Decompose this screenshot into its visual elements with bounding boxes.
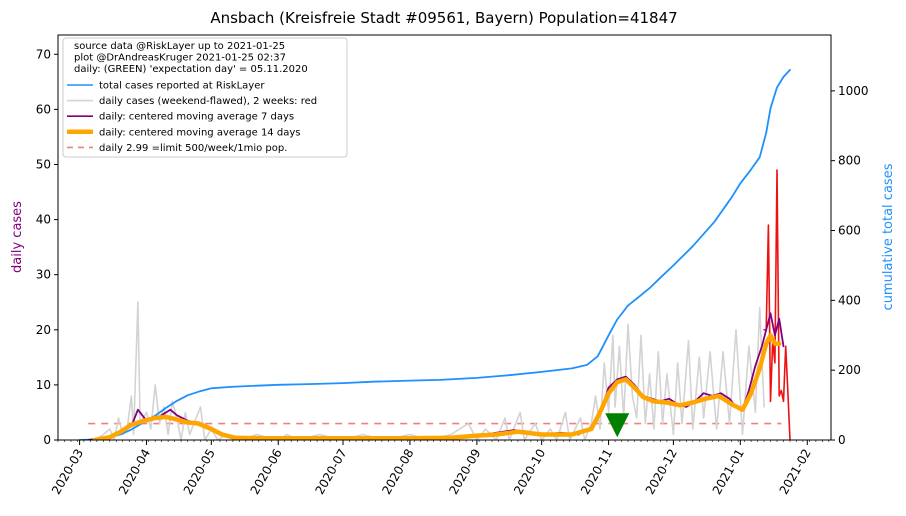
x-tick-label: 2020-04	[116, 447, 153, 497]
left-tick-label: 50	[36, 157, 51, 171]
left-tick-label: 30	[36, 268, 51, 282]
expectation-day-marker	[605, 413, 630, 438]
x-tick-label: 2021-02	[777, 447, 814, 497]
series-line-0	[78, 69, 791, 440]
y-axis-label-right: cumulative total cases	[881, 163, 896, 310]
x-tick-label: 2020-06	[248, 447, 285, 497]
x-tick-label: 2020-03	[49, 447, 86, 497]
legend-header-line: daily: (GREEN) 'expectation day' = 05.11…	[74, 64, 308, 75]
legend-header-line: plot @DrAndreasKruger 2021-01-25 02:37	[74, 53, 286, 64]
series-line-4	[92, 333, 782, 440]
legend-header-line: source data @RiskLayer up to 2021-01-25	[74, 41, 285, 52]
left-tick-label: 20	[36, 323, 51, 337]
x-tick-label: 2020-07	[312, 447, 349, 497]
right-tick-label: 200	[838, 363, 861, 377]
legend-box	[62, 37, 348, 158]
x-tick-label: 2020-10	[511, 447, 548, 497]
right-tick-label: 400	[838, 293, 861, 307]
chart-title: Ansbach (Kreisfreie Stadt #09561, Bayern…	[210, 9, 677, 27]
left-tick-label: 0	[43, 433, 51, 447]
legend: source data @RiskLayer up to 2021-01-25p…	[62, 37, 348, 158]
x-tick-label: 2020-08	[379, 447, 416, 497]
legend-entry-label: daily: centered moving average 7 days	[99, 112, 294, 123]
plot-frame	[57, 34, 832, 441]
left-tick-label: 40	[36, 213, 51, 227]
right-tick-label: 1000	[838, 84, 869, 98]
x-tick-label: 2020-09	[446, 447, 483, 497]
legend-entry-label: daily 2.99 =limit 500/week/1mio pop.	[99, 143, 287, 154]
legend-entry-label: daily cases (weekend-flawed), 2 weeks: r…	[99, 96, 317, 107]
legend-entry-label: total cases reported at RiskLayer	[99, 81, 265, 92]
x-tick-label: 2020-12	[643, 447, 680, 497]
plot-area	[78, 69, 791, 440]
left-tick-label: 10	[36, 378, 51, 392]
left-tick-label: 70	[36, 47, 51, 61]
x-tick-label: 2020-05	[181, 447, 218, 497]
right-tick-label: 800	[838, 154, 861, 168]
right-tick-label: 600	[838, 224, 861, 238]
left-tick-label: 60	[36, 102, 51, 116]
legend-entry-label: daily: centered moving average 14 days	[99, 127, 300, 138]
x-tick-label: 2020-11	[578, 447, 615, 497]
x-tick-label: 2021-01	[710, 447, 747, 497]
right-tick-label: 0	[838, 433, 846, 447]
series-line-2	[763, 169, 791, 440]
y-axis-label-left: daily cases	[10, 201, 25, 273]
